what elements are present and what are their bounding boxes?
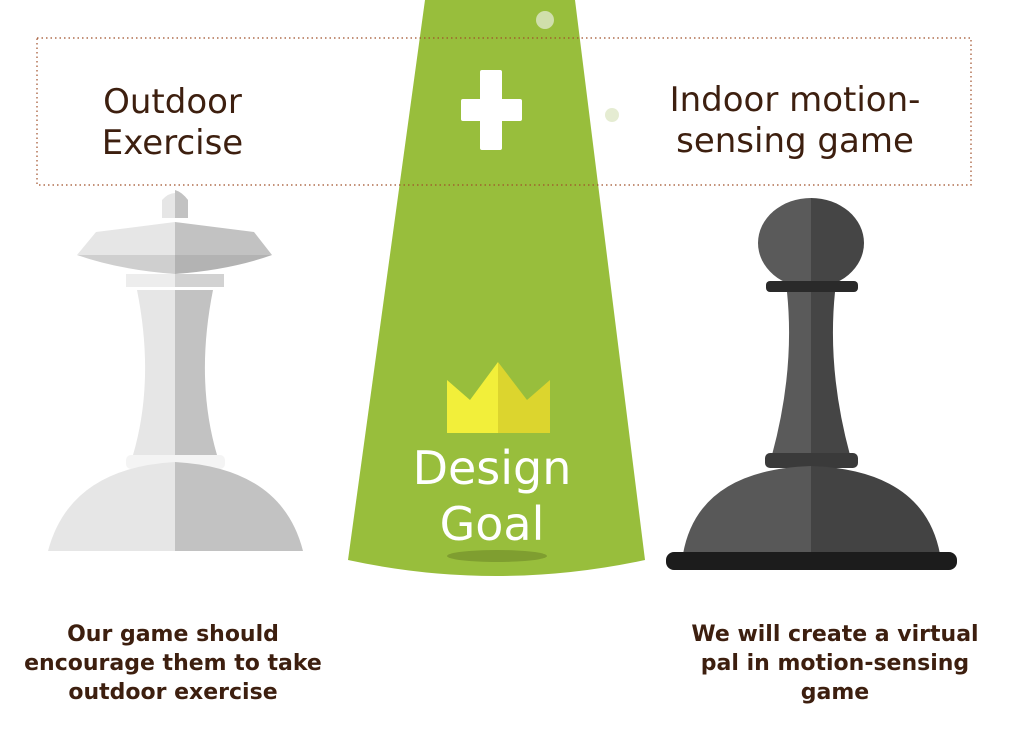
heading-line: Outdoor — [103, 82, 242, 122]
goal-line: Design — [412, 441, 572, 495]
caption-line: outdoor exercise — [68, 680, 278, 705]
caption-line: encourage them to take — [24, 651, 322, 676]
decorative-marks — [536, 11, 619, 122]
plus-icon — [461, 70, 522, 150]
caption-line: We will create a virtual — [691, 622, 979, 647]
heading-line: sensing game — [676, 121, 914, 161]
caption-line: Our game should — [67, 622, 279, 647]
right-caption: We will create a virtual pal in motion-s… — [680, 620, 990, 707]
caption-line: pal in motion-sensing — [700, 651, 970, 676]
left-caption: Our game should encourage them to take o… — [18, 620, 328, 707]
spotlight-shadow — [447, 550, 547, 562]
heading-line: Indoor motion- — [669, 80, 921, 120]
crown-icon — [447, 362, 550, 433]
heading-line: Exercise — [101, 123, 244, 163]
dotted-frame — [36, 37, 972, 186]
spotlight-beam — [348, 0, 645, 576]
design-goal-label: Design Goal — [392, 440, 592, 552]
caption-line: game — [800, 680, 870, 705]
indoor-game-heading: Indoor motion- sensing game — [640, 80, 950, 162]
pawn-chess-piece — [666, 198, 957, 570]
outdoor-exercise-heading: Outdoor Exercise — [60, 82, 285, 164]
goal-line: Goal — [439, 497, 545, 551]
queen-chess-piece — [48, 190, 303, 551]
